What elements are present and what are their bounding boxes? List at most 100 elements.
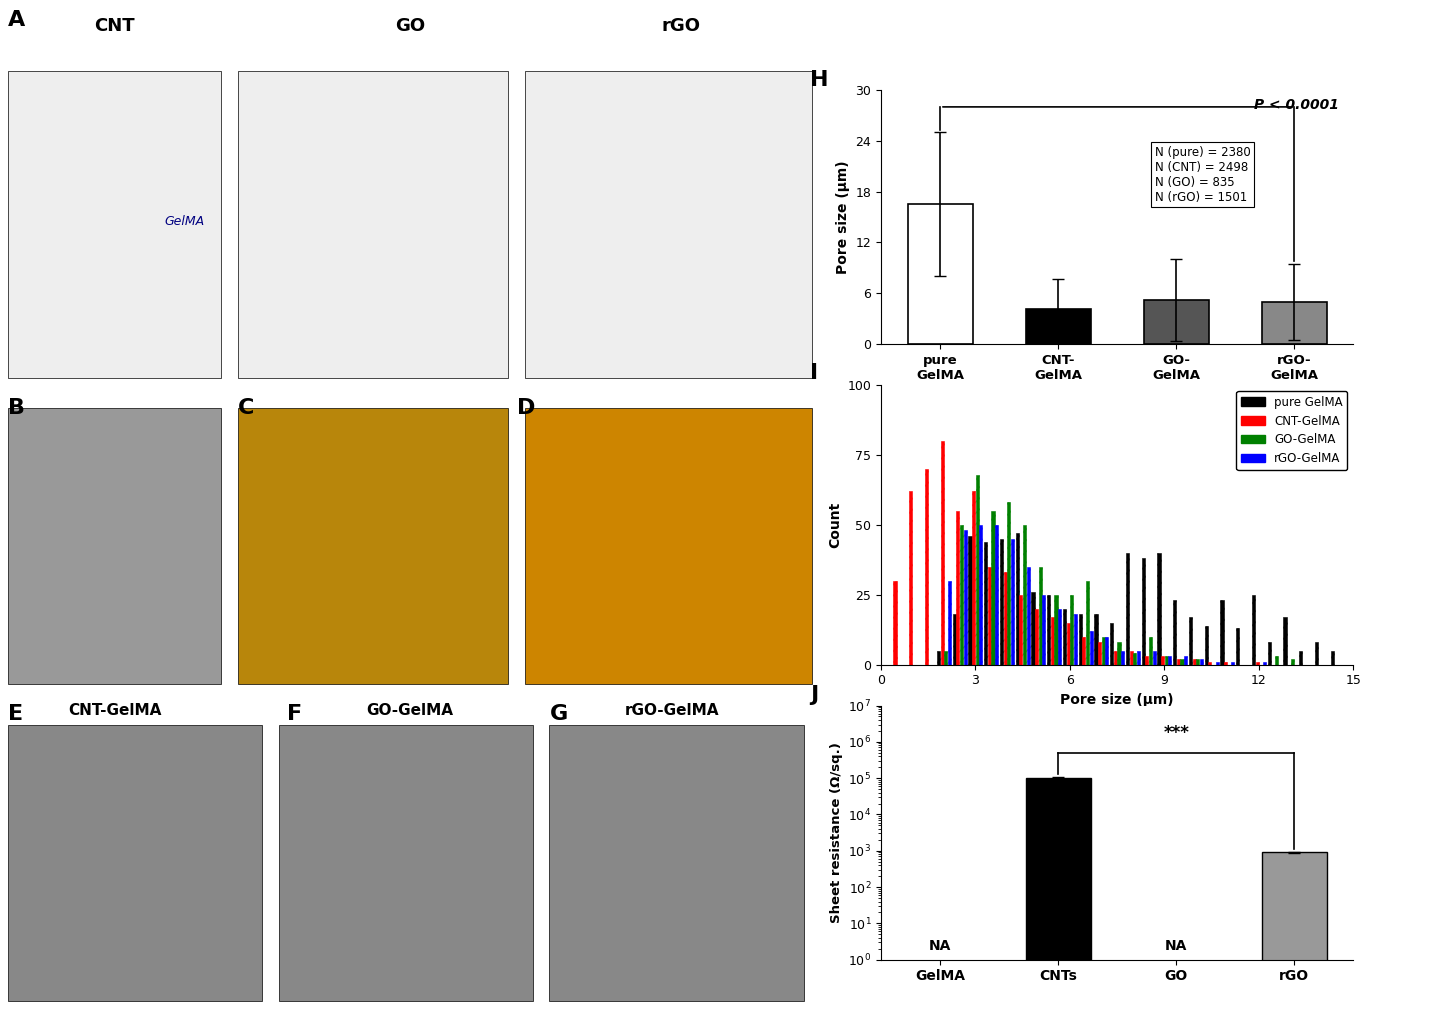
Bar — [1027, 567, 1030, 665]
Bar — [1054, 595, 1058, 665]
Bar — [1291, 660, 1294, 665]
Bar — [1236, 628, 1240, 665]
Bar — [944, 650, 947, 665]
Text: NA: NA — [1165, 939, 1187, 954]
Text: A: A — [9, 10, 26, 31]
Bar — [1224, 662, 1227, 665]
Bar — [1261, 302, 1327, 344]
Bar — [1000, 539, 1002, 665]
Bar — [1101, 637, 1105, 665]
Bar — [937, 650, 940, 665]
Text: GelMA: GelMA — [164, 214, 204, 228]
Bar — [1025, 778, 1091, 1021]
Bar — [1267, 642, 1271, 665]
Text: GO-GelMA: GO-GelMA — [366, 702, 453, 718]
Bar — [1200, 660, 1203, 665]
Bar — [1085, 581, 1090, 665]
Text: D: D — [516, 398, 535, 419]
Bar — [1298, 650, 1303, 665]
Text: J: J — [811, 685, 818, 706]
Bar — [1145, 657, 1148, 665]
Bar — [1058, 609, 1061, 665]
Text: P < 0.0001: P < 0.0001 — [1254, 98, 1340, 111]
Bar — [1133, 653, 1137, 665]
Bar — [1062, 609, 1067, 665]
Bar — [1184, 657, 1187, 665]
Bar — [1070, 595, 1074, 665]
Bar — [549, 725, 804, 1001]
Bar — [941, 441, 944, 665]
Bar — [1025, 308, 1091, 344]
Bar — [1011, 539, 1014, 665]
Bar — [968, 536, 971, 665]
Bar — [1121, 650, 1124, 665]
Bar — [1188, 617, 1193, 665]
Bar — [1256, 662, 1258, 665]
Bar — [925, 469, 928, 665]
Text: H: H — [811, 69, 828, 90]
Bar — [279, 725, 533, 1001]
Bar — [9, 71, 222, 378]
Bar — [948, 581, 951, 665]
Bar — [1035, 609, 1038, 665]
Bar — [995, 525, 998, 665]
Bar — [1177, 660, 1180, 665]
Bar — [980, 525, 982, 665]
Bar — [1164, 657, 1168, 665]
Bar — [1144, 300, 1208, 344]
Bar — [972, 491, 975, 665]
Bar — [908, 204, 972, 344]
Bar — [525, 71, 812, 378]
Bar — [1015, 533, 1018, 665]
Bar — [957, 510, 960, 665]
Bar — [1117, 642, 1121, 665]
Bar — [991, 510, 995, 665]
Bar — [1098, 642, 1101, 665]
Bar — [1216, 662, 1218, 665]
Bar — [1090, 631, 1093, 665]
Bar — [1220, 600, 1224, 665]
Bar — [1125, 552, 1130, 665]
Text: G: G — [549, 704, 568, 725]
Bar — [1051, 617, 1054, 665]
Bar — [988, 567, 991, 665]
Text: CNT: CNT — [94, 16, 134, 35]
Bar — [952, 615, 955, 665]
Bar — [1105, 637, 1108, 665]
Text: B: B — [9, 398, 26, 419]
Text: C: C — [237, 398, 255, 419]
Y-axis label: Pore size (μm): Pore size (μm) — [837, 160, 849, 274]
Legend: pure GelMA, CNT-GelMA, GO-GelMA, rGO-GelMA: pure GelMA, CNT-GelMA, GO-GelMA, rGO-Gel… — [1237, 391, 1347, 470]
Bar — [1074, 615, 1077, 665]
Bar — [1231, 662, 1234, 665]
Bar — [960, 525, 964, 665]
Text: ***: *** — [1163, 724, 1190, 742]
Bar — [237, 71, 509, 378]
Bar — [9, 408, 222, 684]
Y-axis label: Count: Count — [828, 501, 842, 548]
Bar — [1173, 600, 1177, 665]
Bar — [525, 408, 812, 684]
Text: NA: NA — [930, 939, 951, 954]
Bar — [1004, 573, 1007, 665]
Bar — [1276, 657, 1278, 665]
Bar — [1251, 595, 1256, 665]
Bar — [1114, 650, 1117, 665]
Bar — [984, 541, 987, 665]
Bar — [1042, 595, 1045, 665]
Bar — [1067, 623, 1070, 665]
Text: rGO-GelMA: rGO-GelMA — [625, 702, 719, 718]
Bar — [1130, 650, 1133, 665]
Bar — [894, 581, 897, 665]
Bar — [1137, 650, 1140, 665]
Bar — [1007, 502, 1011, 665]
Bar — [1031, 592, 1034, 665]
Bar — [1078, 615, 1083, 665]
Bar — [1038, 567, 1042, 665]
Bar — [1263, 662, 1266, 665]
Bar — [1314, 642, 1318, 665]
Bar — [1195, 660, 1200, 665]
Bar — [1331, 650, 1334, 665]
Bar — [975, 475, 980, 665]
Bar — [1083, 637, 1085, 665]
